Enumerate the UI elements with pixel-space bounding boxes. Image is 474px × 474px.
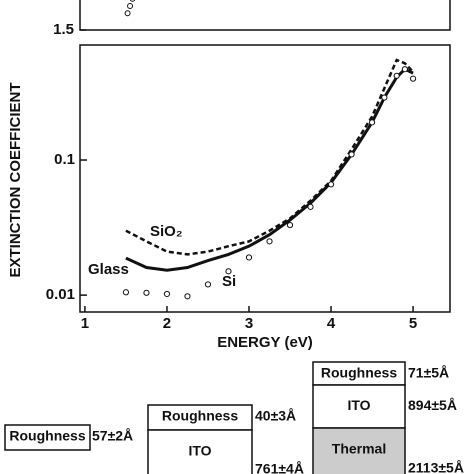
series-label: Si (222, 273, 236, 290)
series-label: SiO₂ (150, 223, 183, 240)
layer-name: Roughness (162, 408, 238, 424)
data-line (125, 67, 414, 272)
data-point (163, 290, 171, 298)
data-point (307, 203, 314, 210)
data-point (204, 281, 212, 288)
point (129, 0, 136, 2)
axis-frame (79, 0, 451, 31)
layer-thickness: 2113±5Å (408, 460, 464, 474)
data-point (266, 238, 273, 245)
data-point (143, 289, 150, 296)
layer-name: Roughness (9, 428, 85, 444)
series-label: Glass (88, 261, 129, 278)
data-point (409, 75, 417, 82)
layer-box (312, 384, 406, 429)
data-point (401, 66, 408, 73)
data-point (348, 151, 355, 158)
layer-name: ITO (188, 443, 211, 459)
layer-box (312, 427, 406, 474)
layer-thickness: 761±4Å (255, 461, 304, 474)
layer-box (147, 429, 253, 474)
data-point (225, 268, 232, 275)
data-point (368, 119, 376, 126)
point (127, 3, 134, 9)
layer-name: Roughness (321, 365, 397, 381)
data-point (327, 181, 335, 188)
layer-name: Thermal (332, 441, 386, 457)
layer-thickness: 894±5Å (408, 397, 457, 413)
x-tick-label: 5 (409, 315, 417, 332)
x-tick-label: 1 (81, 315, 89, 332)
layer-box (4, 424, 91, 451)
data-point (245, 254, 253, 261)
layer-thickness: 40±3Å (255, 408, 296, 424)
data-point (286, 221, 294, 229)
point (124, 10, 131, 17)
x-tick-label: 2 (163, 315, 171, 332)
data-point (393, 72, 400, 79)
layer-thickness: 57±2Å (92, 428, 133, 444)
x-tick-label: 4 (327, 315, 336, 332)
y-tick-label: 0.1 (54, 151, 75, 168)
y-axis-label: EXTINCTION COEFFICIENT (7, 83, 24, 278)
data-point (381, 94, 388, 101)
y-tick-label: 1.5 (53, 21, 74, 38)
layer-name: ITO (347, 397, 370, 413)
data-point (122, 289, 130, 296)
x-tick-label: 3 (245, 315, 253, 332)
x-axis-label: ENERGY (eV) (217, 334, 313, 351)
plot-frame (79, 44, 451, 313)
data-point (184, 293, 191, 300)
layer-thickness: 71±5Å (408, 365, 449, 381)
y-tick-label: 0.01 (46, 286, 75, 303)
